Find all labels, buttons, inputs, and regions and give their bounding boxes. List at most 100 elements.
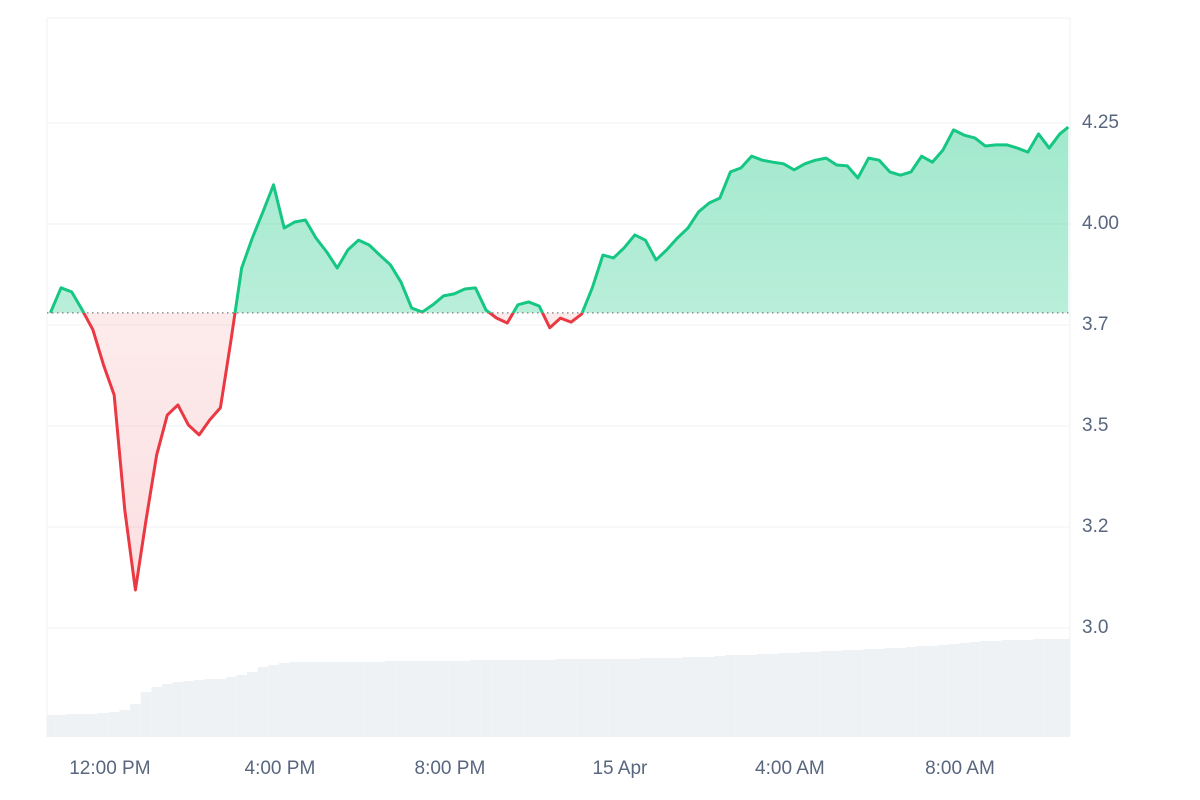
volume-bar [629, 659, 641, 737]
volume-bar [767, 654, 779, 737]
volume-bar [448, 661, 460, 737]
volume-bar [682, 657, 694, 737]
volume-bar [438, 661, 449, 737]
volume-bar [714, 656, 726, 737]
volume-bar [640, 658, 651, 737]
volume-bar [130, 704, 141, 737]
volume-bar [597, 659, 609, 737]
volume-bar [937, 645, 949, 737]
volume-bar [289, 662, 301, 737]
volume-bar [363, 662, 375, 737]
volume-bar [831, 651, 842, 737]
volume-bar [990, 641, 1002, 737]
volume-bar [873, 649, 885, 737]
x-tick-label: 4:00 AM [755, 758, 825, 779]
volume-bar [788, 653, 800, 737]
volume-bar [884, 648, 896, 737]
volume-bar [140, 692, 152, 737]
x-tick-label: 4:00 PM [245, 758, 316, 779]
volume-bar [300, 662, 311, 737]
x-tick-label: 8:00 AM [925, 758, 995, 779]
volume-bar [810, 652, 821, 737]
volume-bar [480, 660, 492, 737]
volume-bar [268, 665, 279, 737]
volume-bar [1043, 639, 1055, 737]
volume-bar [693, 657, 704, 737]
volume-bar [863, 649, 874, 737]
volume-bar [852, 650, 864, 737]
volume-bar [926, 646, 938, 737]
volume-bar [1022, 640, 1034, 737]
volume-bar [193, 680, 205, 737]
volume-bar [98, 713, 109, 737]
volume-bar [650, 658, 662, 737]
volume-bar [756, 654, 768, 737]
volume-bar [1033, 639, 1044, 737]
volume-bar [948, 644, 959, 737]
volume-bar [735, 655, 747, 737]
volume-bar [1001, 640, 1012, 737]
volume-bar [416, 661, 428, 737]
volume-bar [1062, 639, 1070, 737]
volume-bar [608, 659, 619, 737]
volume-bar [586, 659, 598, 737]
y-tick-label: 3.5 [1082, 415, 1108, 436]
volume-bar [278, 663, 290, 737]
volume-bar [183, 681, 194, 737]
y-tick-label: 4.25 [1082, 112, 1119, 133]
volume-bar [172, 682, 184, 737]
volume-bar [225, 677, 237, 737]
volume-bar [406, 661, 417, 737]
volume-bar [395, 661, 407, 737]
volume-bar [895, 648, 906, 737]
volume-bar [459, 661, 471, 737]
volume-bar [215, 679, 226, 737]
volume-bar [76, 714, 88, 737]
volume-bar [310, 662, 322, 737]
volume-bar [969, 642, 981, 737]
volume-bar [1054, 639, 1066, 737]
volume-bar [512, 660, 524, 737]
volume-bar [820, 651, 832, 737]
area-up [50, 127, 1069, 313]
volume-bar [778, 653, 789, 737]
volume-bar [385, 661, 396, 737]
volume-bar [353, 662, 364, 737]
volume-bar [427, 661, 439, 737]
volume-bar [87, 714, 99, 737]
volume-bar [905, 647, 917, 737]
line-down [50, 312, 584, 592]
volume-bar [204, 679, 216, 737]
volume-bar [555, 659, 566, 737]
volume-bar [544, 660, 556, 737]
volume-bar [703, 657, 715, 737]
volume-bar [257, 667, 269, 737]
volume-bar [725, 655, 736, 737]
volume-bar [671, 658, 683, 737]
volume-bar [47, 715, 56, 737]
y-tick-label: 3.7 [1082, 314, 1108, 335]
volume-bar [1011, 640, 1023, 737]
x-tick-label: 12:00 PM [69, 758, 150, 779]
volume-bar [533, 660, 545, 737]
volume-bar [55, 715, 67, 737]
volume-bar [501, 660, 513, 737]
volume-bar [66, 714, 77, 737]
volume-bar [321, 662, 332, 737]
volume-bar [108, 712, 120, 737]
volume-bar [841, 650, 853, 737]
volume-bar [342, 662, 354, 737]
volume-bar [491, 660, 502, 737]
volume-bar [161, 684, 173, 737]
volume-bar [916, 646, 927, 737]
line-up [49, 125, 1070, 313]
y-tick-label: 4.00 [1082, 213, 1119, 234]
volume-bar [374, 662, 386, 737]
volume-bar [746, 655, 757, 737]
volume-bar [523, 660, 534, 737]
x-tick-label: 15 Apr [592, 758, 648, 779]
volume-bar [618, 659, 630, 737]
area-down [50, 312, 1069, 590]
